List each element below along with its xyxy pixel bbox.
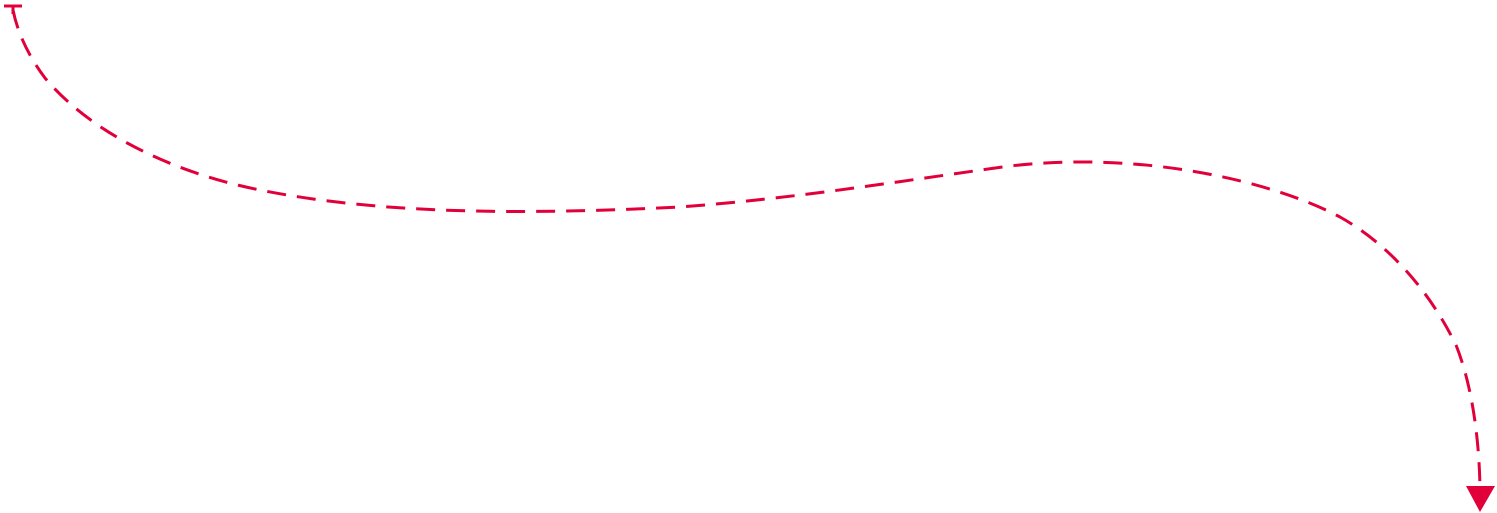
connector-curve xyxy=(11,9,1482,489)
dashed-connector xyxy=(4,4,1495,512)
connector-arrowhead xyxy=(1466,486,1495,512)
